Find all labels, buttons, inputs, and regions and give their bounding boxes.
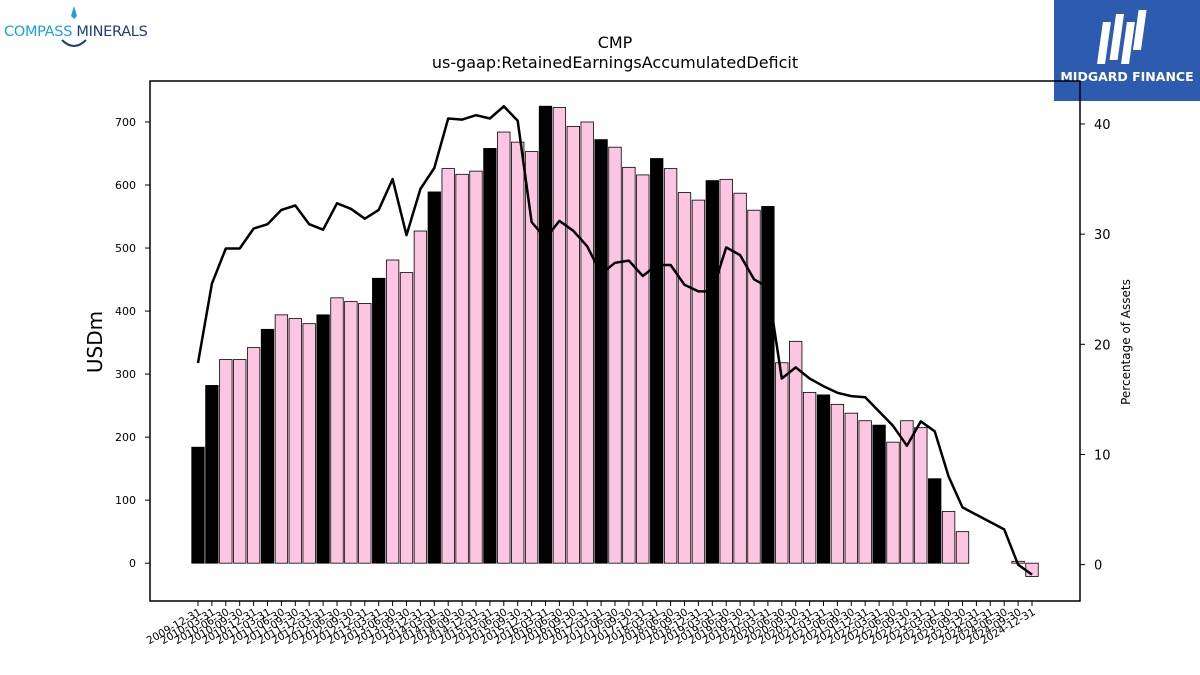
y-ticks-group: 0 100 200 300 400 500 600 700 (115, 116, 150, 570)
bar (872, 424, 886, 564)
line-group (196, 105, 1033, 576)
bar (441, 168, 455, 564)
y2-ticks-group: 0 10 20 30 40 (1080, 118, 1111, 574)
y-tick-label: 300 (115, 368, 136, 381)
bar (469, 170, 483, 564)
percent-of-assets-line (196, 105, 1033, 576)
y2-tick-label: 20 (1094, 338, 1111, 353)
bar (802, 391, 817, 564)
y2-tick-label: 40 (1094, 118, 1111, 133)
bar (219, 359, 233, 564)
x-ticks-group: 2009-12-312010-03-312010-06-302010-09-30… (145, 601, 1038, 647)
bar (372, 277, 386, 564)
bar (830, 403, 845, 564)
bar (455, 173, 469, 564)
y-tick-label: 500 (115, 242, 136, 255)
bar (594, 139, 608, 564)
chart-subtitle: us-gaap:RetainedEarningsAccumulatedDefic… (432, 53, 798, 72)
bar (733, 192, 747, 564)
bar (358, 303, 372, 564)
bar (330, 297, 344, 564)
bar (580, 121, 594, 564)
bar (844, 412, 858, 564)
bars-group (191, 105, 1039, 577)
bar (663, 168, 678, 564)
y-tick-label: 700 (115, 116, 136, 129)
midgard-emblem-icon (1097, 10, 1147, 64)
midgard-finance-logo: MIDGARD FINANCE (1054, 0, 1200, 101)
bar (344, 301, 358, 564)
bar (608, 146, 622, 564)
bar (191, 446, 205, 564)
bar (511, 141, 525, 564)
bar (385, 259, 400, 564)
y-axis-label: USDm (83, 311, 107, 373)
bar (316, 314, 330, 564)
bar (483, 148, 497, 564)
bar (761, 206, 775, 564)
bar (705, 180, 719, 564)
bar (928, 478, 942, 564)
bar (775, 362, 789, 564)
bar (246, 347, 261, 564)
compass-star-icon (61, 6, 87, 47)
bar (260, 328, 275, 564)
y-tick-label: 0 (129, 557, 136, 570)
bar (622, 166, 636, 564)
bar (886, 441, 900, 564)
y2-tick-label: 30 (1094, 228, 1111, 243)
logo-label: MIDGARD FINANCE (1060, 69, 1194, 84)
bar (691, 199, 706, 564)
bar (955, 531, 970, 564)
bar (816, 394, 831, 564)
y-tick-label: 600 (115, 179, 136, 192)
bar (205, 385, 219, 564)
compass-minerals-logo: COMPASS MINERALS (4, 6, 154, 54)
bar (413, 230, 428, 564)
bar (538, 105, 553, 564)
y-tick-label: 200 (115, 431, 136, 444)
bar (524, 151, 539, 564)
bar (858, 420, 872, 564)
bar (427, 191, 441, 564)
y-tick-label: 100 (115, 494, 136, 507)
y-tick-label: 400 (115, 305, 136, 318)
bar (941, 511, 956, 564)
bar (719, 178, 733, 564)
bar (497, 131, 511, 564)
bar (399, 272, 414, 564)
bar (747, 209, 761, 564)
logo-wordmark: COMPASS MINERALS (4, 24, 148, 40)
logo-word-compass: COMPASS (4, 24, 73, 40)
bar (302, 323, 316, 564)
y2-axis-label: Percentage of Assets (1119, 279, 1133, 405)
bar (900, 420, 914, 564)
bar (552, 107, 567, 564)
bar (677, 192, 692, 564)
chart-title: CMP (598, 33, 633, 52)
bar (650, 158, 664, 564)
y2-tick-label: 0 (1094, 559, 1102, 574)
bar (914, 427, 928, 564)
bar (789, 340, 803, 564)
logo-word-minerals: MINERALS (76, 24, 148, 40)
bar (274, 314, 289, 564)
bar (233, 359, 247, 564)
y2-tick-label: 10 (1094, 448, 1111, 463)
bar (566, 125, 580, 564)
bar (636, 174, 650, 564)
bar (288, 318, 302, 564)
